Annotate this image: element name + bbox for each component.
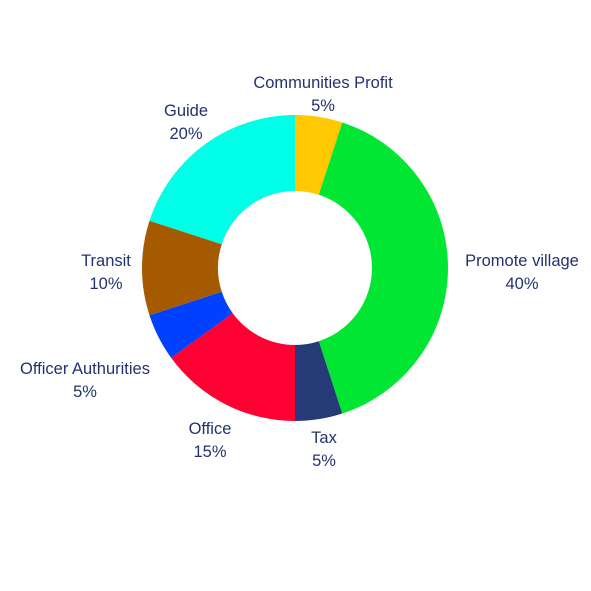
- slice-percent-guide: 20%: [169, 125, 202, 143]
- slice-percent-tax: 5%: [312, 452, 336, 470]
- slice-label-promote-village: Promote village: [465, 252, 579, 270]
- slice-percent-communities-profit: 5%: [311, 97, 335, 115]
- slice-label-officer-authurities: Officer Authurities: [20, 360, 150, 378]
- slice-percent-promote-village: 40%: [505, 275, 538, 293]
- slice-label-transit: Transit: [81, 252, 131, 270]
- slices-layer: [142, 115, 449, 422]
- slice-office: [171, 313, 295, 422]
- slice-label-communities-profit: Communities Profit: [253, 74, 393, 92]
- slice-percent-office: 15%: [193, 443, 226, 461]
- slice-transit: [142, 220, 222, 316]
- slice-label-office: Office: [189, 420, 232, 438]
- slice-promote-village: [318, 122, 449, 414]
- slice-officer-authurities: [149, 291, 233, 358]
- slice-label-tax: Tax: [311, 429, 337, 447]
- slice-label-guide: Guide: [164, 102, 208, 120]
- slice-percent-officer-authurities: 5%: [73, 383, 97, 401]
- slice-tax: [295, 341, 343, 422]
- slice-guide: [149, 115, 295, 245]
- slice-communities-profit: [295, 115, 343, 195]
- labels-layer: Communities Profit 5% Promote village 40% Ta…: [20, 74, 579, 470]
- slice-percent-transit: 10%: [89, 275, 122, 293]
